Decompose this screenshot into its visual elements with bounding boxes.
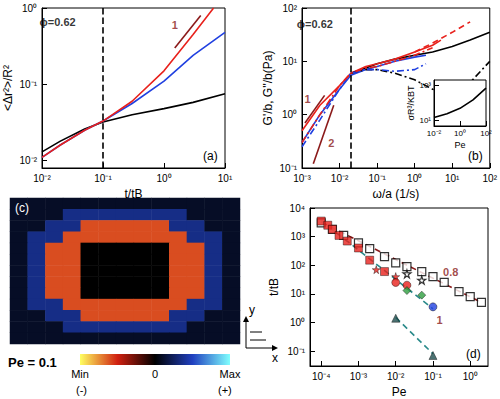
svg-text:(b): (b) <box>468 149 483 163</box>
svg-text:10³: 10³ <box>419 81 431 90</box>
svg-text:(c): (c) <box>15 201 29 215</box>
svg-text:10¹: 10¹ <box>419 116 431 125</box>
svg-text:1: 1 <box>172 19 178 31</box>
svg-text:1: 1 <box>304 93 310 105</box>
svg-text:10⁰: 10⁰ <box>156 173 171 184</box>
svg-text:ϕ=0.62: ϕ=0.62 <box>297 18 333 30</box>
svg-text:10⁴: 10⁴ <box>290 203 305 214</box>
svg-text:(a): (a) <box>203 149 218 163</box>
svg-text:(-): (-) <box>76 384 87 396</box>
svg-text:10⁰: 10⁰ <box>22 3 37 14</box>
svg-text:10⁰: 10⁰ <box>290 317 305 328</box>
svg-text:0: 0 <box>152 368 158 380</box>
svg-text:2: 2 <box>328 137 334 149</box>
svg-text:10⁻¹: 10⁻¹ <box>20 79 38 90</box>
svg-text:10⁻¹: 10⁻¹ <box>368 173 386 184</box>
svg-text:10⁻¹: 10⁻¹ <box>94 173 112 184</box>
svg-text:Pe: Pe <box>454 140 465 150</box>
svg-text:10⁻¹: 10⁻¹ <box>288 346 306 357</box>
svg-text:t/tB: t/tB <box>124 187 142 201</box>
svg-text:10⁻²: 10⁻² <box>331 173 349 184</box>
svg-text:0.8: 0.8 <box>443 266 458 278</box>
svg-text:10⁰: 10⁰ <box>407 173 422 184</box>
svg-text:10⁻¹: 10⁻¹ <box>424 371 442 382</box>
svg-text:10⁻³: 10⁻³ <box>350 371 368 382</box>
svg-text:10³: 10³ <box>291 231 306 242</box>
svg-text:10²: 10² <box>291 260 306 271</box>
svg-text:10²: 10² <box>483 173 498 184</box>
svg-text:10⁻³: 10⁻³ <box>293 173 311 184</box>
svg-text:σR³/KBT: σR³/KBT <box>406 85 416 121</box>
svg-text:10¹: 10¹ <box>283 56 298 67</box>
svg-text:10⁻¹: 10⁻¹ <box>279 162 297 174</box>
svg-text:(+): (+) <box>218 384 232 396</box>
svg-text:ω/a (1/s): ω/a (1/s) <box>373 187 420 201</box>
svg-text:<Δr²>/R²: <Δr²>/R² <box>1 65 15 111</box>
svg-text:10⁰: 10⁰ <box>463 371 478 382</box>
svg-text:Pe: Pe <box>392 385 407 399</box>
svg-text:1: 1 <box>436 314 442 326</box>
svg-text:10²: 10² <box>283 3 298 14</box>
svg-text:10⁰: 10⁰ <box>282 109 297 120</box>
svg-text:10⁻²: 10⁻² <box>387 371 405 382</box>
svg-text:Min: Min <box>71 368 89 380</box>
svg-text:10⁻²: 10⁻² <box>33 173 51 184</box>
svg-text:10¹: 10¹ <box>218 173 233 184</box>
svg-text:10¹: 10¹ <box>445 173 460 184</box>
svg-text:10¹: 10¹ <box>291 288 306 299</box>
svg-text:G'/b, G''/b(Pa): G'/b, G''/b(Pa) <box>261 51 275 126</box>
svg-text:10²: 10² <box>480 129 492 138</box>
svg-text:(d): (d) <box>466 347 481 361</box>
svg-text:t/tB: t/tB <box>267 278 281 296</box>
svg-text:Max: Max <box>220 368 241 380</box>
svg-text:Pe = 0.1: Pe = 0.1 <box>8 355 57 370</box>
svg-text:10⁰: 10⁰ <box>454 129 466 138</box>
svg-text:y: y <box>249 303 255 317</box>
svg-text:10⁻²: 10⁻² <box>427 129 442 138</box>
svg-text:ϕ=0.62: ϕ=0.62 <box>40 16 76 28</box>
svg-text:10⁻²: 10⁻² <box>20 155 38 166</box>
svg-text:x: x <box>272 351 278 365</box>
svg-text:10⁻⁴: 10⁻⁴ <box>312 371 330 382</box>
